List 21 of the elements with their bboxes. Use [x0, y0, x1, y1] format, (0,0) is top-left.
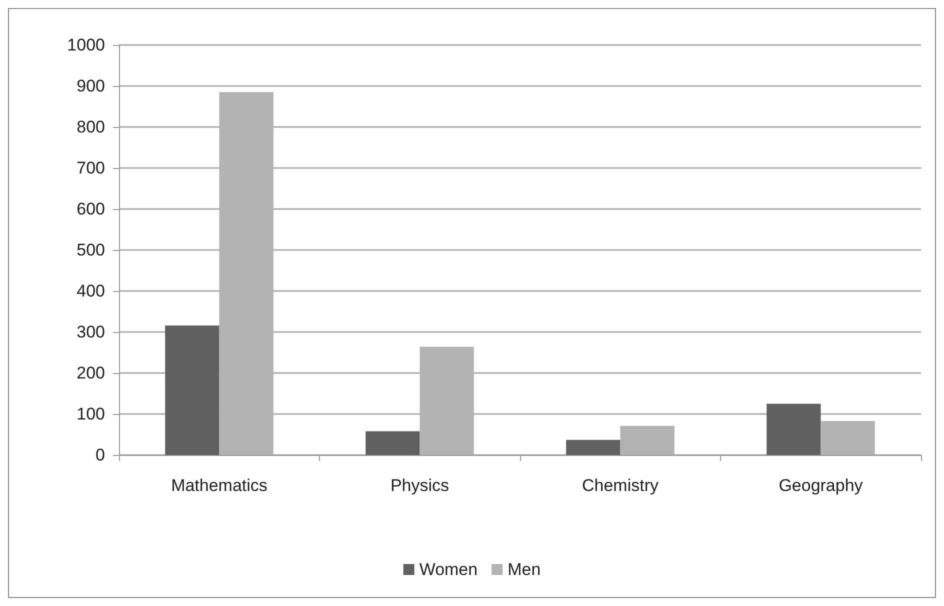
y-tick-label: 400: [76, 282, 105, 300]
legend-label: Men: [508, 560, 541, 579]
y-tick-label: 300: [76, 322, 105, 342]
y-tick-label: 100: [76, 404, 105, 424]
legend-label: Women: [419, 560, 478, 579]
y-tick-label: 0: [96, 446, 105, 464]
bar: [766, 404, 821, 455]
y-tick-label: 500: [76, 240, 105, 260]
bar: [165, 325, 220, 455]
y-tick-label: 200: [76, 364, 105, 382]
bar: [566, 440, 620, 455]
bar: [366, 431, 420, 455]
y-tick-label: 800: [76, 118, 105, 136]
y-tick-label: 1000: [67, 36, 105, 54]
x-tick-label: Geography: [778, 476, 864, 495]
x-tick-label: Physics: [390, 476, 450, 495]
y-tick-label: 600: [76, 200, 105, 218]
x-tick-label: Chemistry: [582, 476, 659, 495]
y-tick-label: 700: [76, 158, 105, 178]
x-tick-label: Mathematics: [171, 476, 268, 495]
y-tick-label: 900: [76, 76, 105, 96]
